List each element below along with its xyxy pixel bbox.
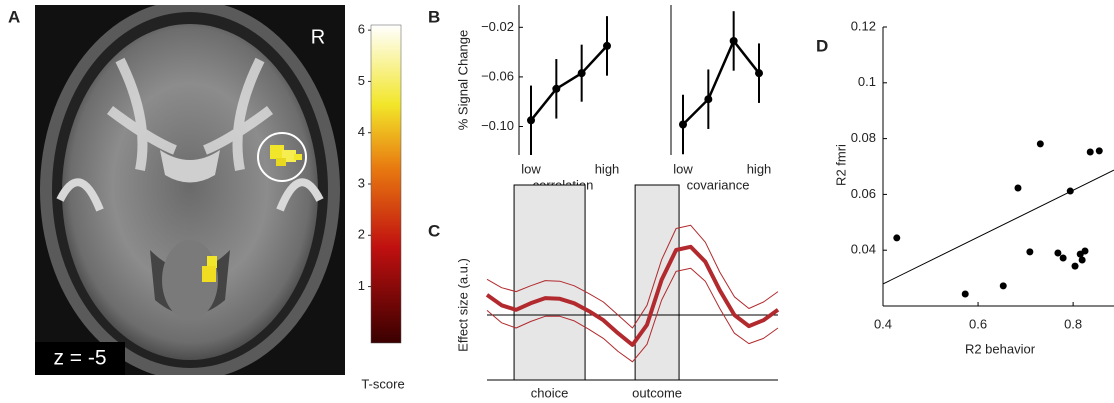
point xyxy=(552,85,560,93)
y-tick-label: −0.02 xyxy=(481,19,514,34)
y-tick-label: −0.10 xyxy=(481,118,514,133)
panel-letter: C xyxy=(428,221,440,240)
y-tick-label: 0.04 xyxy=(851,242,876,257)
point xyxy=(755,69,763,77)
x-axis-label: covariance xyxy=(687,177,750,192)
point xyxy=(730,37,738,45)
point xyxy=(893,234,900,241)
point xyxy=(1087,148,1094,155)
point xyxy=(603,42,611,50)
window-label: choice xyxy=(531,385,569,400)
point xyxy=(1060,255,1067,262)
point xyxy=(1000,282,1007,289)
x-tick-label: low xyxy=(521,161,541,176)
y-tick-label: 6 xyxy=(358,22,365,37)
x-tick-label: low xyxy=(673,161,693,176)
x-tick-label: high xyxy=(595,161,620,176)
point xyxy=(679,121,687,129)
panel-letter: D xyxy=(816,36,828,55)
x-tick-label: 0.4 xyxy=(874,316,892,331)
colorbar xyxy=(371,25,401,343)
y-tick-label: −0.06 xyxy=(481,68,514,83)
panel-letter: B xyxy=(428,7,440,26)
x-tick-label: 0.8 xyxy=(1064,316,1082,331)
figure: A R z = -5 T-score B % Signal Change cor… xyxy=(0,0,1114,403)
y-tick-label: 0.1 xyxy=(858,74,876,89)
point xyxy=(1026,248,1033,255)
hemisphere-label: R xyxy=(311,26,325,48)
y-axis-label: % Signal Change xyxy=(455,30,470,130)
panel-letter: A xyxy=(8,7,20,26)
point xyxy=(1054,249,1061,256)
slice-label: z = -5 xyxy=(53,347,106,370)
fit-line xyxy=(883,170,1114,284)
x-axis-label: R2 behavior xyxy=(965,341,1036,356)
page: A R z = -5 T-score B % Signal Change cor… xyxy=(0,0,1114,403)
y-axis-label: Effect size (a.u.) xyxy=(455,258,470,352)
window-label: outcome xyxy=(632,385,682,400)
point xyxy=(1014,184,1021,191)
y-tick-label: 1 xyxy=(358,278,365,293)
line xyxy=(531,46,607,120)
y-tick-label: 2 xyxy=(358,227,365,242)
y-tick-label: 3 xyxy=(358,175,365,190)
y-tick-label: 0.12 xyxy=(851,18,876,33)
line xyxy=(683,41,759,125)
point xyxy=(704,95,712,103)
y-tick-label: 4 xyxy=(358,124,365,139)
brain-image xyxy=(35,0,345,380)
point xyxy=(1082,248,1089,255)
point xyxy=(1096,147,1103,154)
point xyxy=(1067,188,1074,195)
point xyxy=(1037,140,1044,147)
point xyxy=(1079,256,1086,263)
x-tick-label: 0.6 xyxy=(969,316,987,331)
point xyxy=(527,116,535,124)
y-axis-label: R2 fmri xyxy=(833,144,848,186)
window xyxy=(514,185,585,380)
x-tick-label: high xyxy=(747,161,772,176)
point xyxy=(1072,263,1079,270)
y-tick-label: 5 xyxy=(358,73,365,88)
point xyxy=(962,291,969,298)
point xyxy=(578,69,586,77)
y-tick-label: 0.08 xyxy=(851,130,876,145)
y-tick-label: 0.06 xyxy=(851,186,876,201)
colorbar-label: T-score xyxy=(361,376,404,391)
